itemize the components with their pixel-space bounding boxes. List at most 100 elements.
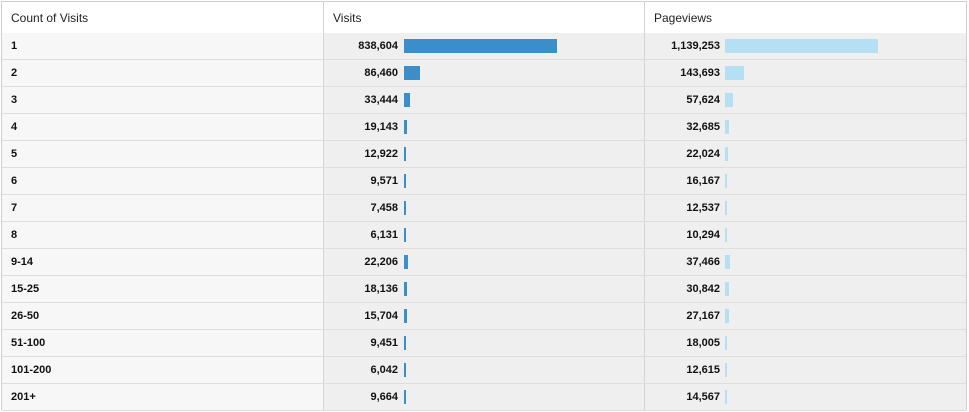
cell-visits: 86,460 — [324, 60, 645, 86]
cell-count-of-visits: 15-25 — [2, 276, 324, 302]
visits-value: 6,042 — [370, 364, 398, 376]
cell-visits: 9,664 — [324, 384, 645, 410]
row-label: 2 — [11, 67, 18, 79]
cell-visits: 838,604 — [324, 33, 645, 59]
table-row[interactable]: 8 6,131 10,294 — [2, 222, 966, 249]
visits-value: 19,143 — [364, 121, 398, 133]
table-row[interactable]: 3 33,444 57,624 — [2, 87, 966, 114]
visits-value: 9,451 — [370, 337, 398, 349]
visits-bar — [404, 39, 557, 53]
cell-pageviews: 16,167 — [645, 168, 966, 194]
pageviews-value: 37,466 — [686, 256, 720, 268]
table-row[interactable]: 9-14 22,206 37,466 — [2, 249, 966, 276]
cell-count-of-visits: 7 — [2, 195, 324, 221]
cell-count-of-visits: 51-100 — [2, 330, 324, 356]
visits-bar — [404, 255, 408, 269]
pageviews-bar — [725, 228, 727, 242]
cell-pageviews: 57,624 — [645, 87, 966, 113]
table-row[interactable]: 7 7,458 12,537 — [2, 195, 966, 222]
cell-visits: 7,458 — [324, 195, 645, 221]
pageviews-value: 30,842 — [686, 283, 720, 295]
visits-bar — [404, 93, 410, 107]
visits-bar — [404, 336, 406, 350]
row-label: 1 — [11, 40, 18, 52]
visits-bar — [404, 363, 406, 377]
row-label: 51-100 — [11, 337, 46, 349]
cell-visits: 18,136 — [324, 276, 645, 302]
row-label: 8 — [11, 229, 18, 241]
pageviews-value: 18,005 — [686, 337, 720, 349]
table-row[interactable]: 1 838,604 1,139,253 — [2, 33, 966, 60]
table-row[interactable]: 15-25 18,136 30,842 — [2, 276, 966, 303]
pageviews-value: 1,139,253 — [671, 40, 720, 52]
visits-value: 86,460 — [364, 67, 398, 79]
header-count-of-visits[interactable]: Count of Visits — [2, 2, 324, 33]
pageviews-bar — [725, 336, 727, 350]
visits-value: 18,136 — [364, 283, 398, 295]
pageviews-bar — [725, 363, 727, 377]
table-row[interactable]: 51-100 9,451 18,005 — [2, 330, 966, 357]
cell-pageviews: 22,024 — [645, 141, 966, 167]
pageviews-bar — [725, 120, 729, 134]
row-label: 26-50 — [11, 310, 40, 322]
table-header: Count of Visits Visits Pageviews — [2, 2, 966, 34]
visits-bar — [404, 228, 406, 242]
cell-count-of-visits: 5 — [2, 141, 324, 167]
visits-bar — [404, 120, 407, 134]
visits-value: 9,664 — [370, 391, 398, 403]
pageviews-value: 32,685 — [686, 121, 720, 133]
pageviews-bar — [725, 93, 733, 107]
cell-pageviews: 10,294 — [645, 222, 966, 248]
pageviews-bar — [725, 282, 729, 296]
pageviews-bar — [725, 255, 730, 269]
visits-bar — [404, 390, 406, 404]
row-label: 5 — [11, 148, 18, 160]
row-label: 9-14 — [11, 256, 34, 268]
row-label: 101-200 — [11, 364, 52, 376]
cell-visits: 33,444 — [324, 87, 645, 113]
cell-count-of-visits: 26-50 — [2, 303, 324, 329]
visits-bar — [404, 282, 407, 296]
cell-visits: 22,206 — [324, 249, 645, 275]
table-row[interactable]: 4 19,143 32,685 — [2, 114, 966, 141]
row-label: 6 — [11, 175, 18, 187]
cell-visits: 15,704 — [324, 303, 645, 329]
cell-visits: 6,131 — [324, 222, 645, 248]
cell-pageviews: 30,842 — [645, 276, 966, 302]
cell-visits: 6,042 — [324, 357, 645, 383]
cell-count-of-visits: 6 — [2, 168, 324, 194]
cell-pageviews: 18,005 — [645, 330, 966, 356]
pageviews-value: 27,167 — [686, 310, 720, 322]
cell-count-of-visits: 101-200 — [2, 357, 324, 383]
header-visits[interactable]: Visits — [324, 2, 645, 33]
cell-pageviews: 37,466 — [645, 249, 966, 275]
cell-count-of-visits: 9-14 — [2, 249, 324, 275]
visits-value: 7,458 — [370, 202, 398, 214]
pageviews-value: 12,615 — [686, 364, 720, 376]
cell-pageviews: 14,567 — [645, 384, 966, 410]
table-row[interactable]: 2 86,460 143,693 — [2, 60, 966, 87]
cell-count-of-visits: 4 — [2, 114, 324, 140]
visits-value: 6,131 — [370, 229, 398, 241]
visits-bar — [404, 66, 420, 80]
cell-count-of-visits: 1 — [2, 33, 324, 59]
table-row[interactable]: 201+ 9,664 14,567 — [2, 384, 966, 411]
header-pageviews[interactable]: Pageviews — [645, 2, 966, 33]
cell-pageviews: 27,167 — [645, 303, 966, 329]
table-row[interactable]: 101-200 6,042 12,615 — [2, 357, 966, 384]
cell-pageviews: 143,693 — [645, 60, 966, 86]
visits-bar — [404, 147, 406, 161]
table-row[interactable]: 5 12,922 22,024 — [2, 141, 966, 168]
table-row[interactable]: 6 9,571 16,167 — [2, 168, 966, 195]
table-row[interactable]: 26-50 15,704 27,167 — [2, 303, 966, 330]
pageviews-value: 22,024 — [686, 148, 720, 160]
pageviews-bar — [725, 201, 727, 215]
visits-bar — [404, 201, 406, 215]
cell-visits: 9,451 — [324, 330, 645, 356]
pageviews-value: 57,624 — [686, 94, 720, 106]
pageviews-value: 16,167 — [686, 175, 720, 187]
visits-value: 12,922 — [364, 148, 398, 160]
cell-count-of-visits: 2 — [2, 60, 324, 86]
pageviews-bar — [725, 309, 729, 323]
